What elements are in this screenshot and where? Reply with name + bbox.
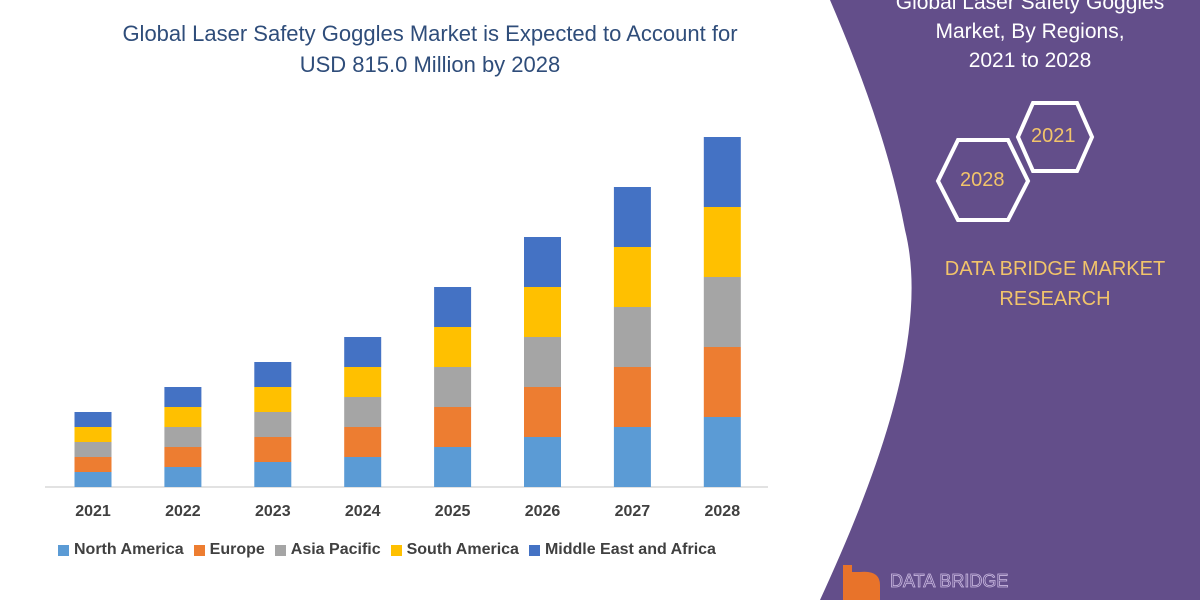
legend-item: North America — [58, 541, 184, 559]
bar-2026-south-america — [524, 287, 561, 337]
bar-2022-south-america — [164, 407, 202, 427]
bar-2027-middle-east-and-africa — [613, 187, 651, 247]
bar-2021-europe — [74, 457, 112, 472]
legend-swatch — [390, 544, 402, 556]
x-tick-label: 2026 — [524, 503, 561, 520]
legend-swatch — [58, 544, 69, 556]
legend-item: Middle East and Africa — [528, 541, 716, 559]
legend-item: Asia Pacific — [274, 541, 381, 559]
bar-2023-middle-east-and-africa — [254, 362, 292, 387]
side-title-line: Global Laser Safety Goggles — [895, 0, 1165, 14]
side-panel — [820, 0, 1200, 600]
hex-label-2028: 2028 — [960, 169, 1005, 191]
bar-2021-asia-pacific — [74, 442, 112, 457]
legend-swatch — [528, 544, 540, 556]
x-tick-label: 2025 — [434, 503, 471, 520]
bar-2026-europe — [524, 387, 561, 437]
bar-2025-europe — [434, 407, 472, 447]
brand-line: RESEARCH — [999, 288, 1111, 310]
bar-2025-north-america — [434, 447, 472, 487]
bar-2025-south-america — [434, 327, 472, 367]
brand-line: DATA BRIDGE MARKET — [944, 258, 1166, 280]
bar-2026-middle-east-and-africa — [524, 237, 561, 287]
svg-text:DATA BRIDGE: DATA BRIDGE — [890, 571, 1008, 591]
legend-item: Europe — [193, 541, 265, 559]
bar-2028-north-america — [703, 417, 741, 487]
legend: North America Europe Asia Pacific South Ame… — [58, 541, 716, 559]
legend-label: Europe — [209, 541, 265, 558]
bar-2028-europe — [703, 347, 741, 417]
hex-label-2021: 2021 — [1031, 125, 1076, 147]
bar-2023-asia-pacific — [254, 412, 292, 437]
bar-2026-north-america — [524, 437, 561, 487]
bar-2027-north-america — [613, 427, 651, 487]
bar-2023-europe — [254, 437, 292, 462]
bar-2025-middle-east-and-africa — [434, 287, 472, 327]
legend-item: South America — [390, 541, 519, 559]
x-tick-label: 2024 — [344, 503, 381, 520]
title-line: Global Laser Safety Goggles Market is Ex… — [122, 21, 738, 46]
x-tick-label: 2023 — [255, 503, 291, 520]
legend-swatch — [193, 544, 205, 556]
title-line: USD 815.0 Million by 2028 — [299, 52, 561, 77]
bar-2021-north-america — [74, 472, 112, 487]
legend-label: North America — [74, 541, 184, 558]
hex-2021 — [1015, 101, 1095, 173]
legend-swatch — [274, 544, 286, 556]
bar-2024-middle-east-and-africa — [344, 337, 382, 367]
bar-2022-north-america — [164, 467, 202, 487]
logo: DATA BRIDGE — [843, 565, 1009, 600]
bar-2022-middle-east-and-africa — [164, 387, 202, 407]
bar-2026-asia-pacific — [524, 337, 561, 387]
side-title: Global Laser Safety Goggles Market, By R… — [880, 0, 1180, 75]
legend-label: Asia Pacific — [290, 541, 381, 558]
x-tick-label: 2028 — [704, 503, 741, 520]
bar-2024-asia-pacific — [344, 397, 382, 427]
bar-2022-europe — [164, 447, 202, 467]
bar-2027-europe — [613, 367, 651, 427]
bar-2027-asia-pacific — [613, 307, 651, 367]
side-title-line: 2021 to 2028 — [968, 49, 1092, 72]
brand-text: DATA BRIDGE MARKET RESEARCH — [920, 254, 1190, 314]
bars — [74, 137, 741, 487]
legend-label: South America — [406, 541, 519, 558]
legend-label: Middle East and Africa — [544, 541, 716, 558]
bar-2024-europe — [344, 427, 382, 457]
x-tick-label: 2022 — [165, 503, 201, 520]
hex-2028 — [935, 138, 1031, 222]
bar-2027-south-america — [613, 247, 651, 307]
bar-2022-asia-pacific — [164, 427, 202, 447]
bar-2028-middle-east-and-africa — [703, 137, 741, 207]
bar-2021-south-america — [74, 427, 112, 442]
side-title-line: Market, By Regions, — [935, 20, 1125, 43]
bar-2024-south-america — [344, 367, 382, 397]
bar-2023-south-america — [254, 387, 292, 412]
x-tick-label: 2027 — [614, 503, 651, 520]
bar-2024-north-america — [344, 457, 382, 487]
bar-2025-asia-pacific — [434, 367, 472, 407]
chart-title: Global Laser Safety Goggles Market is Ex… — [60, 18, 800, 80]
bar-2028-south-america — [703, 207, 741, 277]
x-tick-label: 2021 — [75, 503, 111, 520]
bar-2028-asia-pacific — [703, 277, 741, 347]
bar-2023-north-america — [254, 462, 292, 487]
bar-2021-middle-east-and-africa — [74, 412, 112, 427]
